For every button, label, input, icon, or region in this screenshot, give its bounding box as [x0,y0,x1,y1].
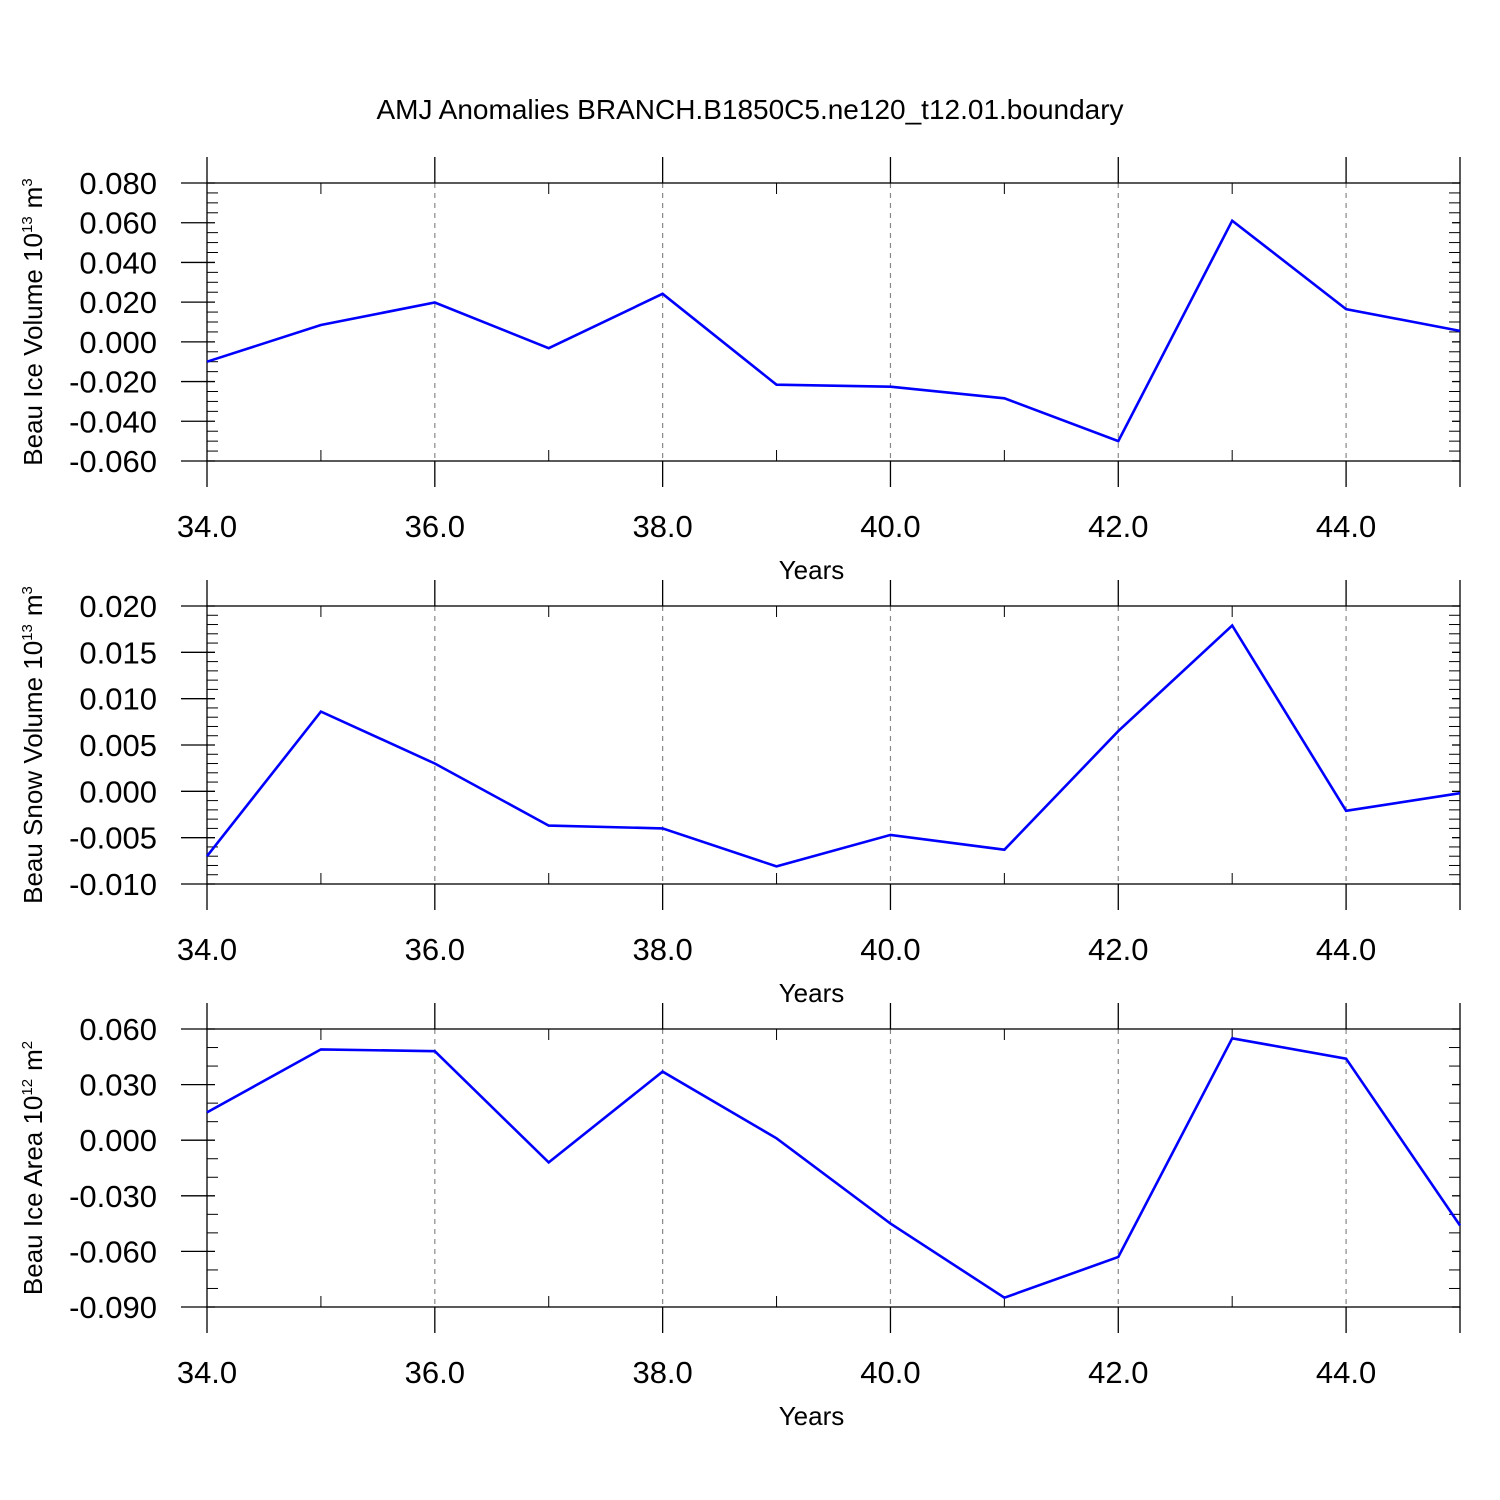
y-tick-label: 0.060 [79,1012,157,1047]
y-tick-label: 0.020 [79,285,157,320]
chart-panel-3: 34.0 36.0 38.0 40.0 42.0 44.0 -0.090 -0.060 -0.0… [18,1003,1462,1431]
x-tick-label: 34.0 [177,932,237,967]
y-tick-label: 0.080 [79,166,157,201]
y-axis-title-part: 3 [19,586,36,594]
chart-panel-2: 34.0 36.0 38.0 40.0 42.0 44.0 -0.010 -0.005 0.00… [18,580,1461,1008]
x-tick-label: 36.0 [405,509,465,544]
x-tick-label: 44.0 [1316,932,1376,967]
y-tick-label: 0.005 [79,728,157,763]
y-axis-title-part: m [18,1049,48,1071]
y-tick-label: 0.020 [79,589,157,624]
y-axis-title: Beau Snow Volume 1013 m3 [18,586,48,904]
x-tick-label: 36.0 [405,1355,465,1390]
y-axis-title-part: 2 [19,1041,36,1049]
y-axis-title-part: Beau Snow Volume 10 [18,641,48,904]
x-axis-title: Years [779,1401,845,1431]
figure-title: AMJ Anomalies BRANCH.B1850C5.ne120_t12.0… [376,94,1123,125]
y-axis-title-part: m [18,187,48,209]
series-line [206,218,1461,443]
x-tick-label: 40.0 [860,932,920,967]
x-tick-label: 42.0 [1088,509,1148,544]
x-tick-label: 38.0 [632,509,692,544]
y-tick-label: 0.015 [79,635,157,670]
y-axis-title-part: 12 [19,1079,36,1096]
y-axis-title-part: m [18,594,48,616]
plot-frame [206,1028,1461,1308]
y-tick-label: -0.060 [69,444,157,479]
y-axis-title-part: Beau Ice Area 10 [18,1096,48,1295]
y-tick-label: -0.060 [69,1234,157,1269]
x-tick-label: 38.0 [632,932,692,967]
plot-frame [206,182,1461,462]
y-axis-title-part: 13 [19,624,36,641]
y-axis-title-part: 13 [19,216,36,233]
y-tick-label: 0.030 [79,1068,157,1103]
series-line [205,623,1461,868]
x-tick-label: 40.0 [860,1355,920,1390]
x-tick-label: 34.0 [177,509,237,544]
chart-panels: 34.0 36.0 38.0 40.0 42.0 44.0 -0.060 -0.040 -0.0… [18,157,1462,1431]
x-axis-title: Years [779,978,845,1008]
x-tick-label: 40.0 [860,509,920,544]
x-axis-title: Years [779,555,845,585]
y-axis-title-part: Beau Ice Volume 10 [18,233,48,466]
x-tick-label: 44.0 [1316,1355,1376,1390]
chart-panel-1: 34.0 36.0 38.0 40.0 42.0 44.0 -0.060 -0.040 -0.0… [18,157,1461,585]
y-tick-label: -0.005 [69,821,157,856]
x-tick-label: 42.0 [1088,932,1148,967]
y-tick-label: -0.040 [69,404,157,439]
y-tick-label: 0.040 [79,245,157,280]
x-tick-label: 42.0 [1088,1355,1148,1390]
x-tick-label: 44.0 [1316,509,1376,544]
x-tick-label: 34.0 [177,1355,237,1390]
series-line [206,1036,1462,1300]
y-tick-label: -0.030 [69,1179,157,1214]
y-tick-label: -0.090 [69,1290,157,1325]
x-tick-label: 38.0 [632,1355,692,1390]
y-tick-label: -0.020 [69,365,157,400]
y-tick-label: 0.000 [79,1123,157,1158]
y-axis-title: Beau Ice Area 1012 m2 [18,1041,48,1295]
y-tick-label: 0.010 [79,682,157,717]
x-tick-label: 36.0 [405,932,465,967]
y-axis-title: Beau Ice Volume 1013 m3 [18,178,48,465]
y-axis-title-part: 3 [19,178,36,186]
y-tick-label: 0.000 [79,325,157,360]
y-tick-label: -0.010 [69,867,157,902]
y-tick-label: 0.060 [79,206,157,241]
y-tick-label: 0.000 [79,774,157,809]
